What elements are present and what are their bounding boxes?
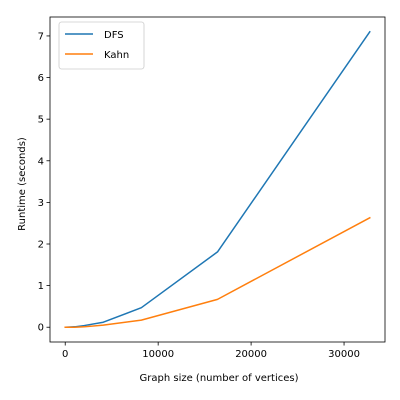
series-lines [64, 30, 371, 329]
x-tick-label: 10000 [142, 349, 174, 360]
y-tick-label: 5 [38, 115, 44, 126]
legend-box [58, 21, 145, 70]
y-axis: 0 1 2 3 4 5 6 7 [38, 31, 50, 334]
y-tick-label: 2 [38, 240, 44, 251]
y-tick-label: 1 [38, 281, 44, 292]
x-tick-label: 0 [62, 349, 68, 360]
y-tick-label: 3 [38, 198, 44, 209]
legend-label-kahn: Kahn [104, 50, 129, 61]
series-line-kahn [64, 216, 371, 328]
y-tick-label: 0 [38, 323, 44, 334]
x-tick-label: 30000 [328, 349, 360, 360]
x-axis-label: Graph size (number of vertices) [140, 373, 299, 384]
y-tick-label: 6 [38, 73, 44, 84]
x-tick-label: 20000 [235, 349, 267, 360]
x-axis: 0 10000 20000 30000 [62, 342, 360, 360]
axes-frame [49, 16, 386, 343]
y-tick-label: 4 [38, 156, 44, 167]
y-axis-label: Runtime (seconds) [17, 137, 28, 231]
legend-label-dfs: DFS [104, 30, 124, 41]
legend: DFS Kahn [58, 21, 145, 70]
y-tick-label: 7 [38, 31, 44, 42]
